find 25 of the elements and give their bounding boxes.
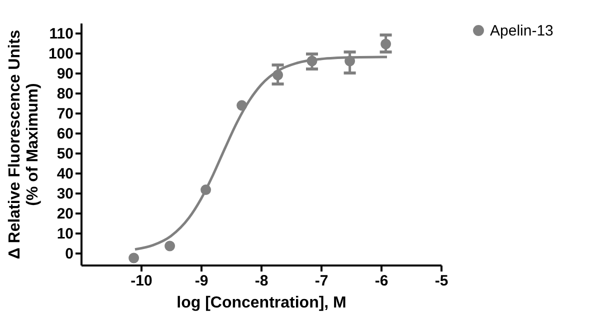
y-tick-label: 80 bbox=[56, 86, 74, 102]
y-tick-label: 100 bbox=[48, 46, 74, 62]
y-tick-label: 70 bbox=[56, 106, 74, 122]
y-tick-label: 90 bbox=[56, 66, 74, 82]
x-tick-label: -8 bbox=[254, 272, 268, 290]
legend-label: Apelin-13 bbox=[490, 22, 554, 40]
y-axis-title: Δ Relative Fluorescence Units (% of Maximum) bbox=[6, 30, 42, 260]
point bbox=[164, 240, 176, 252]
point bbox=[380, 38, 392, 50]
y-tick-label: 30 bbox=[56, 186, 74, 202]
point bbox=[128, 252, 140, 264]
y-tick-label: 10 bbox=[56, 226, 74, 242]
y-tick-label: 20 bbox=[56, 206, 74, 222]
y-tick-label: 60 bbox=[56, 126, 74, 142]
y-tick-label: 110 bbox=[49, 26, 74, 42]
y-tick-label: 0 bbox=[65, 246, 74, 262]
y-tick-label: 40 bbox=[56, 166, 74, 182]
x-tick-label: -6 bbox=[374, 272, 388, 290]
x-tick-label: -7 bbox=[314, 272, 328, 290]
line-series bbox=[134, 56, 388, 251]
x-tick-label: -5 bbox=[434, 272, 448, 290]
x-tick-label: -10 bbox=[130, 272, 152, 290]
x-axis-title: log [Concentration], M bbox=[176, 294, 346, 312]
y-tick-label: 50 bbox=[56, 146, 74, 162]
x-tick-label: -9 bbox=[194, 272, 208, 290]
